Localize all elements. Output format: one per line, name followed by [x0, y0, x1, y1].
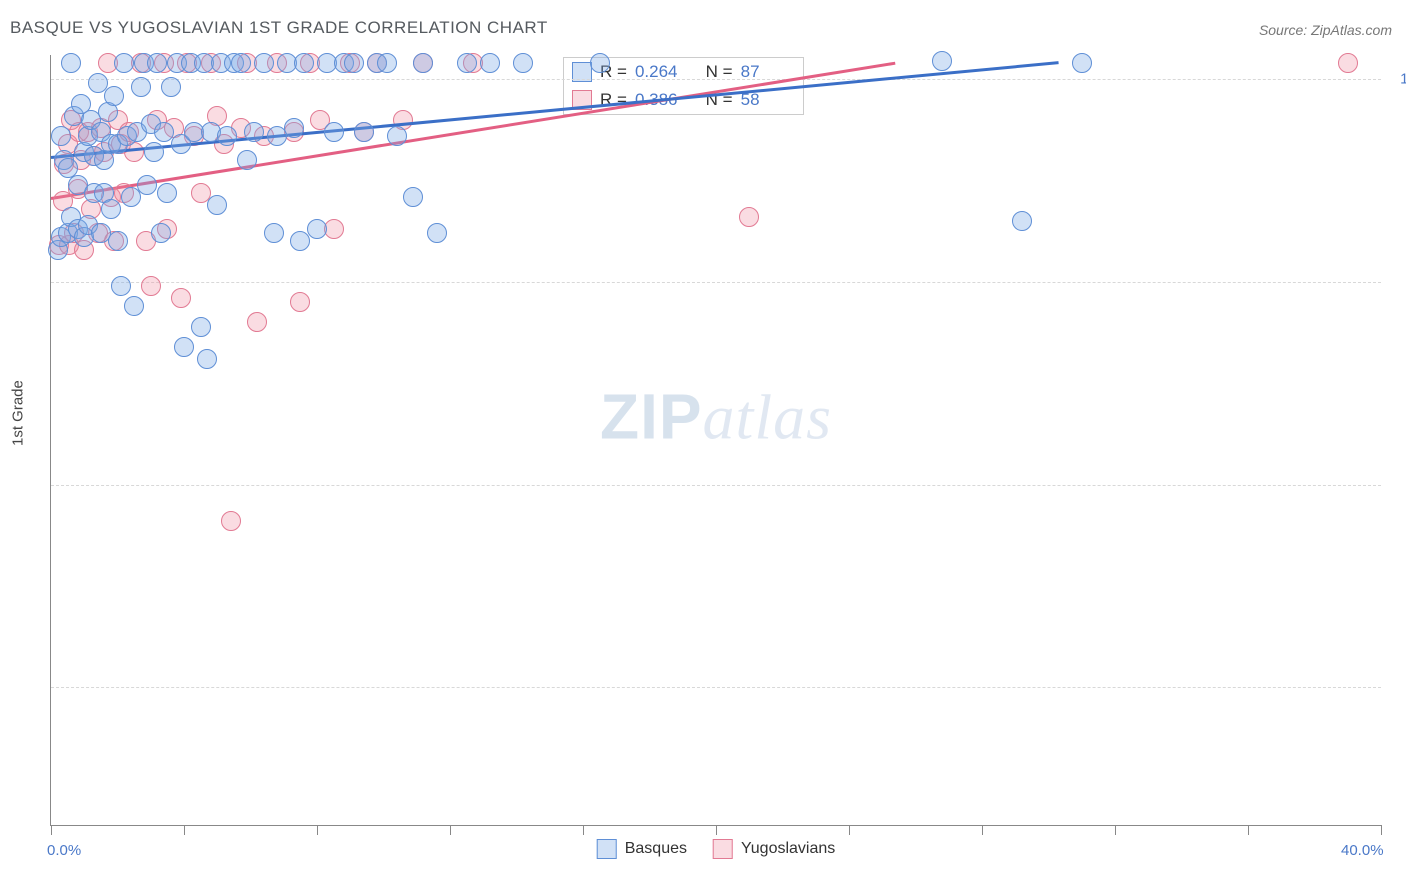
gridline-h [51, 485, 1381, 486]
data-point-basques [377, 53, 397, 73]
gridline-h [51, 687, 1381, 688]
data-point-basques [144, 142, 164, 162]
data-point-basques [157, 183, 177, 203]
data-point-basques [121, 187, 141, 207]
data-point-yugoslavians [221, 511, 241, 531]
data-point-yugoslavians [141, 276, 161, 296]
data-point-basques [290, 231, 310, 251]
data-point-basques [124, 296, 144, 316]
data-point-basques [284, 118, 304, 138]
data-point-basques [104, 86, 124, 106]
x-tick [1381, 825, 1382, 835]
data-point-basques [51, 126, 71, 146]
chart-title: BASQUE VS YUGOSLAVIAN 1ST GRADE CORRELAT… [10, 18, 548, 38]
data-point-basques [1012, 211, 1032, 231]
data-point-basques [231, 53, 251, 73]
data-point-basques [207, 195, 227, 215]
data-point-basques [590, 53, 610, 73]
legend-item-yugoslavians: Yugoslavians [713, 839, 835, 859]
data-point-basques [294, 53, 314, 73]
series-legend: Basques Yugoslavians [597, 839, 836, 859]
data-point-yugoslavians [1338, 53, 1358, 73]
legend-swatch-yugoslavians [713, 839, 733, 859]
data-point-basques [387, 126, 407, 146]
legend-item-basques: Basques [597, 839, 687, 859]
y-axis-title: 1st Grade [10, 380, 27, 446]
legend-label-yugoslavians: Yugoslavians [741, 840, 835, 858]
data-point-basques [264, 223, 284, 243]
data-point-basques [108, 231, 128, 251]
data-point-basques [413, 53, 433, 73]
x-tick [716, 825, 717, 835]
data-point-basques [174, 337, 194, 357]
data-point-basques [131, 77, 151, 97]
data-point-basques [151, 223, 171, 243]
data-point-basques [114, 53, 134, 73]
trend-line-basques [51, 61, 1059, 159]
data-point-basques [480, 53, 500, 73]
x-tick [51, 825, 52, 835]
data-point-basques [403, 187, 423, 207]
y-tick-label: 100.0% [1400, 71, 1406, 88]
data-point-basques [354, 122, 374, 142]
x-tick [1248, 825, 1249, 835]
x-tick [1115, 825, 1116, 835]
x-tick [184, 825, 185, 835]
x-tick-label: 40.0% [1341, 842, 1384, 859]
data-point-yugoslavians [290, 292, 310, 312]
data-point-basques [427, 223, 447, 243]
data-point-basques [217, 126, 237, 146]
x-tick [317, 825, 318, 835]
x-tick [982, 825, 983, 835]
watermark: ZIPatlas [600, 379, 832, 454]
data-point-basques [457, 53, 477, 73]
data-point-basques [932, 51, 952, 71]
data-point-basques [237, 150, 257, 170]
data-point-basques [307, 219, 327, 239]
data-point-basques [244, 122, 264, 142]
data-point-basques [254, 53, 274, 73]
data-point-yugoslavians [171, 288, 191, 308]
data-point-basques [101, 199, 121, 219]
data-point-basques [1072, 53, 1092, 73]
data-point-basques [513, 53, 533, 73]
x-tick [583, 825, 584, 835]
data-point-basques [191, 317, 211, 337]
scatter-plot-area: ZIPatlas R = 0.264 N = 87 R = 0.386 N = … [50, 55, 1381, 826]
data-point-basques [161, 77, 181, 97]
legend-swatch-basques [597, 839, 617, 859]
gridline-h [51, 282, 1381, 283]
data-point-basques [147, 53, 167, 73]
data-point-yugoslavians [739, 207, 759, 227]
data-point-basques [344, 53, 364, 73]
x-tick [849, 825, 850, 835]
data-point-basques [137, 175, 157, 195]
data-point-basques [111, 276, 131, 296]
data-point-basques [324, 122, 344, 142]
gridline-h [51, 79, 1381, 80]
data-point-basques [197, 349, 217, 369]
data-point-basques [61, 53, 81, 73]
x-tick [450, 825, 451, 835]
data-point-yugoslavians [247, 312, 267, 332]
source-attribution: Source: ZipAtlas.com [1259, 22, 1392, 38]
legend-label-basques: Basques [625, 840, 687, 858]
x-tick-label: 0.0% [47, 842, 81, 859]
